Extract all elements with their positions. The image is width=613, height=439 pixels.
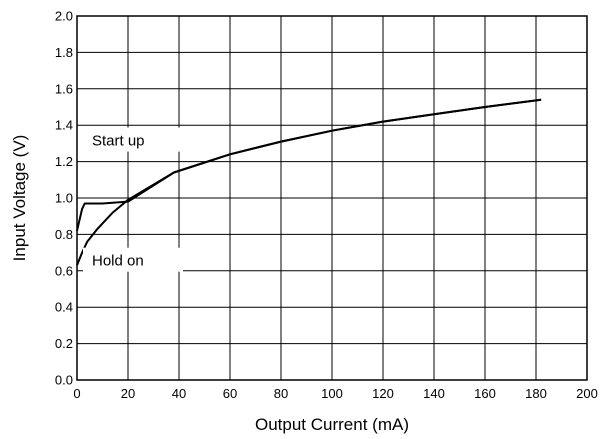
y-tick-label: 2.0: [55, 9, 73, 24]
y-tick-label: 0.4: [55, 300, 73, 315]
annotation-label: Start up: [92, 133, 145, 150]
y-tick-label: 1.6: [55, 81, 73, 96]
x-tick-label: 20: [121, 386, 135, 401]
y-tick-label: 0.8: [55, 227, 73, 242]
annotation-layer: Start up Hold on: [83, 127, 183, 272]
x-tick-label: 80: [274, 386, 288, 401]
tick-layer: 0 20 40 60 80 100 120 140 160 180 200 0.0 0.2 0.4 0.6 0…: [55, 9, 598, 402]
y-tick-label: 1.0: [55, 191, 73, 206]
x-tick-label: 160: [474, 386, 496, 401]
annotation-label: Hold on: [92, 253, 144, 270]
x-tick-label: 180: [525, 386, 547, 401]
y-tick-label: 1.4: [55, 118, 73, 133]
y-tick-label: 1.2: [55, 154, 73, 169]
y-axis-label: Input Voltage (V): [10, 135, 29, 262]
x-tick-label: 0: [73, 386, 80, 401]
x-tick-label: 100: [321, 386, 343, 401]
series-line-1: [76, 98, 542, 232]
x-tick-label: 200: [576, 386, 598, 401]
annotation-background: [83, 127, 183, 152]
x-tick-label: 60: [223, 386, 237, 401]
series-line-2: [76, 98, 542, 266]
plot-frame: [76, 15, 588, 381]
x-axis-label: Output Current (mA): [255, 415, 409, 434]
grid-layer: [76, 15, 588, 381]
y-tick-label: 0.0: [55, 373, 73, 388]
annotation-background: [83, 247, 183, 272]
x-tick-label: 140: [423, 386, 445, 401]
y-tick-label: 0.2: [55, 336, 73, 351]
y-tick-label: 1.8: [55, 45, 73, 60]
x-tick-label: 40: [172, 386, 186, 401]
x-tick-label: 120: [372, 386, 394, 401]
curve-layer: [76, 98, 542, 266]
y-tick-label: 0.6: [55, 263, 73, 278]
